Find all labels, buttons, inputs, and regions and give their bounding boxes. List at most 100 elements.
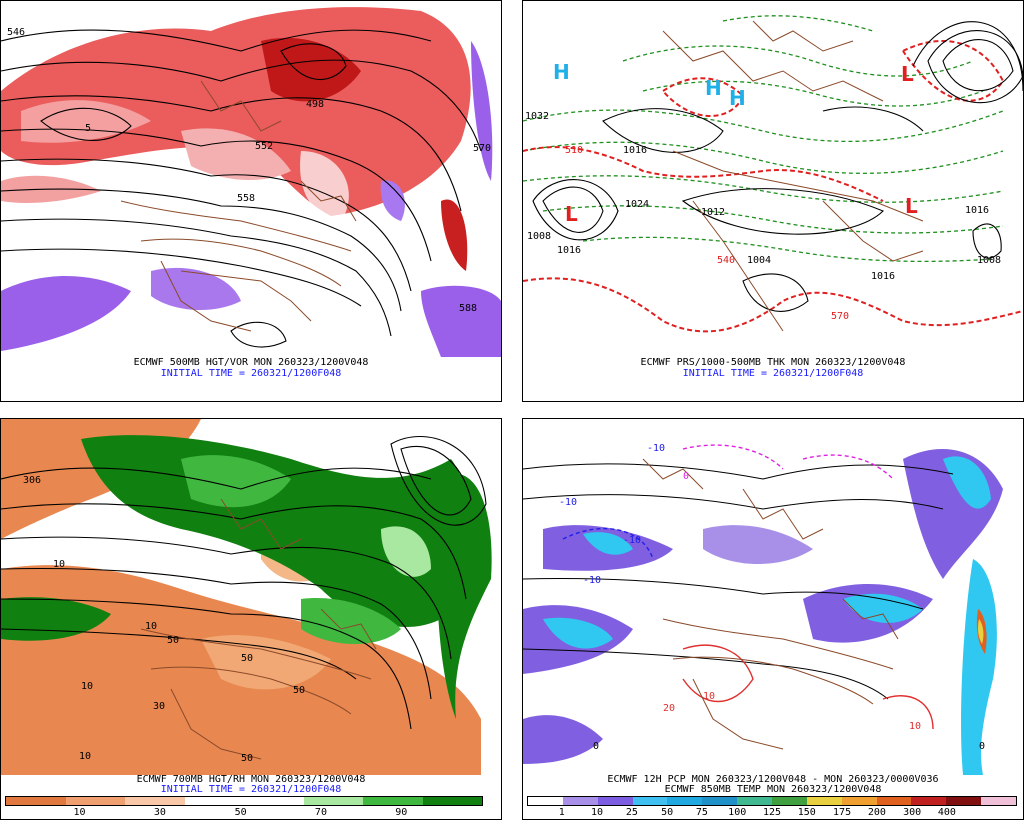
contour-label: 10 bbox=[53, 559, 65, 570]
precip-fill bbox=[523, 449, 1003, 775]
contour-label: 10 bbox=[909, 721, 921, 732]
political-borders bbox=[662, 20, 924, 332]
thickness-red bbox=[523, 40, 1023, 333]
scale-swatch bbox=[65, 797, 125, 805]
scale-tick-label: 50 bbox=[234, 807, 247, 818]
scale-tick-label: 125 bbox=[762, 807, 782, 818]
contour-label: 1008 bbox=[527, 231, 551, 242]
contour-label-group: 10 30 50 10 10 50 50 10 50 306 bbox=[23, 475, 305, 764]
contour-label: 588 bbox=[459, 303, 477, 314]
contour-label: 1012 bbox=[701, 207, 725, 218]
low-pressure-marker: L bbox=[565, 202, 578, 226]
contour-label: -10 bbox=[583, 575, 601, 586]
contour-label: 546 bbox=[7, 27, 25, 38]
contour-label: 10 bbox=[81, 681, 93, 692]
contour-label: 540 bbox=[717, 255, 735, 266]
contour-label: 20 bbox=[663, 703, 675, 714]
scale-tick-label: 90 bbox=[395, 807, 408, 818]
scale-swatch bbox=[597, 797, 633, 805]
vorticity-fill bbox=[1, 7, 471, 271]
scale-tick-label: 30 bbox=[153, 807, 166, 818]
scale-swatch bbox=[806, 797, 842, 805]
scale-swatch bbox=[667, 797, 703, 805]
contour-label: 1004 bbox=[747, 255, 771, 266]
map-precip-temperature: -10 -10 -10 -10 0 0 10 20 10 0 bbox=[523, 419, 1023, 775]
contour-label: -10 bbox=[647, 443, 665, 454]
scale-tick-label: 300 bbox=[903, 807, 922, 818]
scale-swatch bbox=[303, 797, 363, 805]
map-700mb-humidity: 10 30 50 10 10 50 50 10 50 306 bbox=[1, 419, 501, 775]
contour-label: -10 bbox=[623, 535, 641, 546]
caption-init-time: INITIAL TIME = 260321/1200F048 bbox=[160, 784, 342, 795]
political-borders bbox=[120, 80, 357, 332]
pcp-scale-ticks: 1 10 25 50 75 100 125 150 175 200 300 40… bbox=[527, 807, 1017, 819]
rh-color-scale bbox=[5, 796, 483, 806]
contour-label: 0 bbox=[683, 471, 689, 482]
contour-label: 570 bbox=[473, 143, 491, 154]
high-pressure-marker: H bbox=[553, 60, 570, 84]
contour-label: 1016 bbox=[557, 245, 581, 256]
scale-swatch bbox=[125, 797, 185, 805]
caption-subtitle: ECMWF 850MB TEMP MON 260323/1200V048 bbox=[664, 784, 882, 795]
political-borders bbox=[140, 498, 377, 760]
scale-tick-label: 10 bbox=[73, 807, 86, 818]
pressure-contours bbox=[532, 21, 1023, 312]
scale-swatch bbox=[981, 797, 1017, 805]
panel-700mb-hgt-rh: 10 30 50 10 10 50 50 10 50 306 ECMWF 700… bbox=[0, 418, 502, 820]
scale-swatch bbox=[244, 797, 304, 805]
scale-tick-label: 175 bbox=[833, 807, 852, 818]
scale-swatch bbox=[876, 797, 912, 805]
contour-label: 510 bbox=[565, 145, 583, 156]
height-contours bbox=[1, 29, 482, 348]
contour-label-group: 546 552 558 570 498 588 5 bbox=[7, 27, 491, 314]
contour-label: 1032 bbox=[525, 111, 549, 122]
scale-tick-label: 400 bbox=[937, 807, 956, 818]
map-pressure-thickness: H H H L L L 1032 1016 1024 1008 1016 101… bbox=[523, 1, 1023, 357]
pressure-center-markers: H H H L L L bbox=[553, 60, 918, 226]
scale-swatch bbox=[184, 797, 244, 805]
scale-swatch bbox=[737, 797, 773, 805]
political-borders bbox=[642, 458, 899, 750]
scale-swatch bbox=[632, 797, 668, 805]
panel-prs-thickness: H H H L L L 1032 1016 1024 1008 1016 101… bbox=[522, 0, 1024, 402]
scale-swatch bbox=[363, 797, 423, 805]
contour-label: 570 bbox=[831, 311, 849, 322]
contour-label: 0 bbox=[979, 741, 985, 752]
contour-label: 30 bbox=[153, 701, 165, 712]
scale-tick-label: 75 bbox=[695, 807, 708, 818]
scale-tick-label: 25 bbox=[625, 807, 638, 818]
contour-label: 10 bbox=[79, 751, 91, 762]
contour-label: 10 bbox=[703, 691, 715, 702]
caption-title: ECMWF PRS/1000-500MB THK MON 260323/1200… bbox=[640, 357, 906, 368]
scale-swatch bbox=[528, 797, 563, 805]
contour-label: 50 bbox=[293, 685, 305, 696]
scale-swatch bbox=[911, 797, 947, 805]
scale-swatch bbox=[6, 797, 66, 805]
contour-label: 1016 bbox=[623, 145, 647, 156]
scale-tick-label: 100 bbox=[728, 807, 747, 818]
panel-500mb-hgt-vor: 546 552 558 570 498 588 5 ECMWF 500MB HG… bbox=[0, 0, 502, 402]
map-500mb-vorticity: 546 552 558 570 498 588 5 bbox=[1, 1, 501, 357]
contour-label: -10 bbox=[559, 497, 577, 508]
scale-swatch bbox=[841, 797, 877, 805]
contour-label: 50 bbox=[167, 635, 179, 646]
scale-tick-label: 70 bbox=[314, 807, 327, 818]
high-pressure-marker: H bbox=[705, 76, 722, 100]
contour-label: 5 bbox=[85, 123, 91, 134]
contour-label: 1024 bbox=[625, 199, 649, 210]
rh-scale-ticks: 10 30 50 70 90 bbox=[5, 807, 483, 819]
contour-label: 306 bbox=[23, 475, 41, 486]
contour-label: 50 bbox=[241, 653, 253, 664]
scale-swatch bbox=[702, 797, 738, 805]
contour-label: 1016 bbox=[871, 271, 895, 282]
scale-tick-label: 10 bbox=[591, 807, 604, 818]
scale-swatch bbox=[422, 797, 482, 805]
low-pressure-marker: L bbox=[901, 62, 914, 86]
low-pressure-marker: L bbox=[905, 194, 918, 218]
contour-label-group: 1032 1016 1024 1008 1016 1016 1008 1004 … bbox=[525, 111, 1001, 322]
scale-tick-label: 1 bbox=[558, 807, 565, 818]
contour-label-group: -10 -10 -10 -10 0 0 10 20 10 0 bbox=[559, 443, 985, 752]
contour-label: 10 bbox=[145, 621, 157, 632]
scale-swatch bbox=[946, 797, 982, 805]
temperature-contours bbox=[523, 444, 954, 730]
